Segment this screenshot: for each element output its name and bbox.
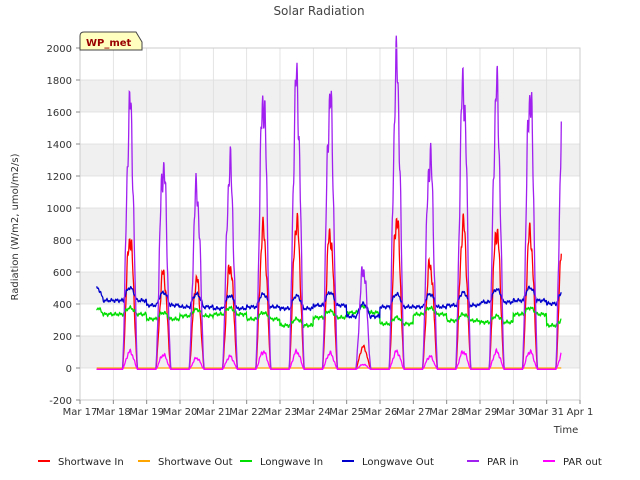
legend-label: PAR out xyxy=(563,457,602,468)
y-axis-label: Radiation (W/m2, umol/m2/s) xyxy=(10,153,21,300)
x-tick-label: Mar 22 xyxy=(229,407,264,418)
y-tick-label: -200 xyxy=(49,396,72,407)
legend-label: PAR in xyxy=(487,457,518,468)
plot-band xyxy=(80,112,580,144)
legend-label: Longwave Out xyxy=(362,457,434,468)
y-tick-label: 1200 xyxy=(47,172,72,183)
station-badge-shape xyxy=(79,31,143,51)
y-axis-ticks: -200 0 200 400 600 800 1000 1200 1400 1600 1800 200… xyxy=(47,44,80,407)
y-tick-label: 2000 xyxy=(47,44,72,55)
y-tick-label: 1400 xyxy=(47,140,72,151)
plot-band xyxy=(80,368,580,400)
series-line-longwave-out xyxy=(96,285,562,320)
legend: Shortwave In Shortwave Out Longwave In Long… xyxy=(38,457,602,468)
station-badge-label: WP_met xyxy=(86,38,132,49)
x-tick-label: Mar 17 xyxy=(63,407,98,418)
y-tick-label: 0 xyxy=(66,364,72,375)
x-tick-label: Mar 23 xyxy=(263,407,298,418)
legend-label: Shortwave In xyxy=(58,457,124,468)
plot-band xyxy=(80,176,580,208)
series-line-longwave-in xyxy=(96,304,562,329)
legend-label: Longwave In xyxy=(260,457,323,468)
y-tick-label: 800 xyxy=(53,236,72,247)
y-tick-label: 1000 xyxy=(47,204,72,215)
y-tick-label: 400 xyxy=(53,300,72,311)
x-tick-label: Mar 31 xyxy=(529,407,564,418)
y-tick-label: 1600 xyxy=(47,108,72,119)
x-tick-label: Mar 20 xyxy=(163,407,198,418)
x-tick-label: Apr 1 xyxy=(567,407,594,418)
plot-band xyxy=(80,48,580,80)
x-tick-label: Mar 21 xyxy=(196,407,231,418)
x-tick-label: Mar 19 xyxy=(129,407,164,418)
x-tick-label: Mar 24 xyxy=(296,407,331,418)
plot-frame xyxy=(79,47,581,401)
x-tick-label: Mar 28 xyxy=(429,407,464,418)
y-tick-label: 200 xyxy=(53,332,72,343)
x-tick-label: Mar 30 xyxy=(496,407,531,418)
x-tick-label: Mar 27 xyxy=(396,407,431,418)
x-axis-label: Time xyxy=(553,425,578,436)
station-badge: WP_met xyxy=(79,31,143,51)
x-tick-label: Mar 26 xyxy=(363,407,398,418)
plot-band xyxy=(80,272,580,304)
chart-title: Solar Radiation xyxy=(273,4,364,18)
x-tick-label: Mar 29 xyxy=(463,407,498,418)
y-tick-label: 600 xyxy=(53,268,72,279)
x-tick-label: Mar 18 xyxy=(96,407,131,418)
series-lines xyxy=(96,35,562,370)
x-tick-label: Mar 25 xyxy=(329,407,364,418)
legend-label: Shortwave Out xyxy=(158,457,233,468)
y-tick-label: 1800 xyxy=(47,76,72,87)
plot-band xyxy=(80,144,580,176)
series-line-par-out xyxy=(96,347,562,370)
